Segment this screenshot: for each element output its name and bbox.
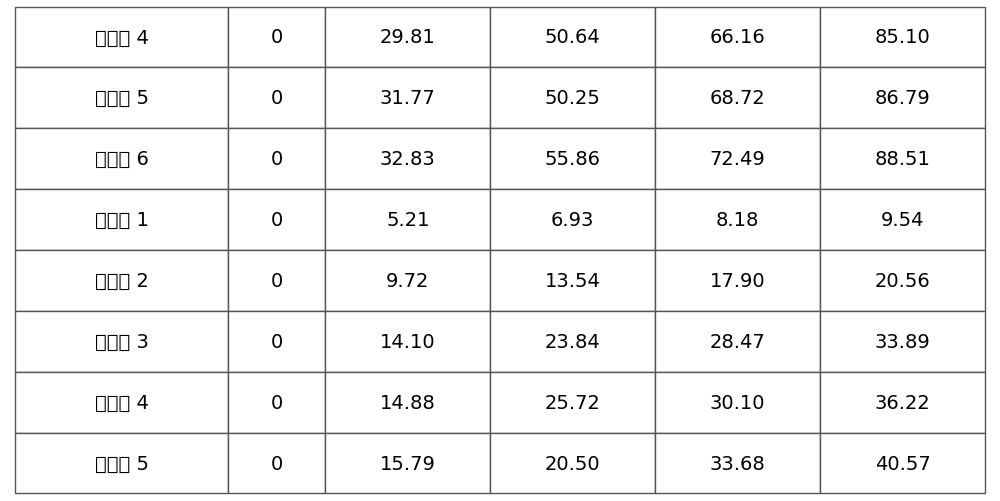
Text: 33.68: 33.68 xyxy=(710,453,766,472)
Text: 0: 0 xyxy=(271,453,283,472)
Text: 55.86: 55.86 xyxy=(545,150,601,169)
Bar xyxy=(325,250,490,311)
Bar xyxy=(325,190,490,250)
Text: 85.10: 85.10 xyxy=(875,29,930,48)
Bar xyxy=(490,311,655,372)
Text: 68.72: 68.72 xyxy=(710,89,766,108)
Text: 0: 0 xyxy=(271,272,283,291)
Text: 33.89: 33.89 xyxy=(875,332,930,351)
Bar xyxy=(228,68,325,129)
Bar xyxy=(490,190,655,250)
Bar xyxy=(820,68,985,129)
Bar xyxy=(15,190,228,250)
Text: 实施例 5: 实施例 5 xyxy=(95,89,149,108)
Text: 29.81: 29.81 xyxy=(380,29,436,48)
Text: 31.77: 31.77 xyxy=(380,89,436,108)
Text: 8.18: 8.18 xyxy=(716,210,759,229)
Bar xyxy=(820,311,985,372)
Bar xyxy=(820,372,985,433)
Bar xyxy=(820,8,985,68)
Text: 实施例 6: 实施例 6 xyxy=(95,150,149,169)
Text: 25.72: 25.72 xyxy=(545,393,601,412)
Text: 86.79: 86.79 xyxy=(875,89,930,108)
Bar xyxy=(820,190,985,250)
Bar xyxy=(490,129,655,190)
Text: 30.10: 30.10 xyxy=(710,393,765,412)
Text: 对比例 2: 对比例 2 xyxy=(95,272,149,291)
Bar xyxy=(325,68,490,129)
Bar xyxy=(490,433,655,493)
Text: 对比例 1: 对比例 1 xyxy=(95,210,149,229)
Text: 36.22: 36.22 xyxy=(875,393,930,412)
Bar xyxy=(490,8,655,68)
Text: 0: 0 xyxy=(271,89,283,108)
Bar xyxy=(655,68,820,129)
Text: 14.88: 14.88 xyxy=(380,393,436,412)
Bar xyxy=(490,372,655,433)
Bar xyxy=(325,8,490,68)
Text: 17.90: 17.90 xyxy=(710,272,765,291)
Bar xyxy=(228,311,325,372)
Bar xyxy=(15,311,228,372)
Bar xyxy=(15,129,228,190)
Bar xyxy=(228,372,325,433)
Bar xyxy=(655,129,820,190)
Bar xyxy=(228,250,325,311)
Bar xyxy=(655,8,820,68)
Bar xyxy=(228,8,325,68)
Text: 对比例 5: 对比例 5 xyxy=(95,453,149,472)
Text: 15.79: 15.79 xyxy=(380,453,436,472)
Text: 40.57: 40.57 xyxy=(875,453,930,472)
Text: 6.93: 6.93 xyxy=(551,210,594,229)
Text: 9.72: 9.72 xyxy=(386,272,430,291)
Bar xyxy=(655,190,820,250)
Text: 0: 0 xyxy=(271,150,283,169)
Bar xyxy=(655,250,820,311)
Text: 88.51: 88.51 xyxy=(875,150,930,169)
Text: 50.64: 50.64 xyxy=(545,29,601,48)
Bar xyxy=(655,433,820,493)
Text: 对比例 4: 对比例 4 xyxy=(95,393,149,412)
Text: 9.54: 9.54 xyxy=(881,210,924,229)
Text: 66.16: 66.16 xyxy=(710,29,766,48)
Bar xyxy=(228,190,325,250)
Text: 23.84: 23.84 xyxy=(545,332,601,351)
Bar xyxy=(325,311,490,372)
Bar xyxy=(820,433,985,493)
Bar xyxy=(228,433,325,493)
Bar xyxy=(228,129,325,190)
Text: 20.56: 20.56 xyxy=(875,272,930,291)
Bar xyxy=(325,433,490,493)
Bar xyxy=(655,372,820,433)
Text: 32.83: 32.83 xyxy=(380,150,436,169)
Bar xyxy=(15,433,228,493)
Bar xyxy=(325,372,490,433)
Text: 50.25: 50.25 xyxy=(545,89,601,108)
Bar xyxy=(655,311,820,372)
Bar xyxy=(15,8,228,68)
Text: 0: 0 xyxy=(271,332,283,351)
Bar xyxy=(820,250,985,311)
Text: 0: 0 xyxy=(271,210,283,229)
Bar xyxy=(325,129,490,190)
Text: 对比例 3: 对比例 3 xyxy=(95,332,149,351)
Bar xyxy=(15,68,228,129)
Bar xyxy=(15,250,228,311)
Text: 20.50: 20.50 xyxy=(545,453,601,472)
Bar xyxy=(490,250,655,311)
Bar xyxy=(15,372,228,433)
Bar xyxy=(820,129,985,190)
Text: 72.49: 72.49 xyxy=(710,150,766,169)
Text: 0: 0 xyxy=(271,393,283,412)
Bar xyxy=(490,68,655,129)
Text: 13.54: 13.54 xyxy=(545,272,601,291)
Text: 28.47: 28.47 xyxy=(710,332,766,351)
Text: 0: 0 xyxy=(271,29,283,48)
Text: 实施例 4: 实施例 4 xyxy=(95,29,149,48)
Text: 5.21: 5.21 xyxy=(386,210,430,229)
Text: 14.10: 14.10 xyxy=(380,332,436,351)
